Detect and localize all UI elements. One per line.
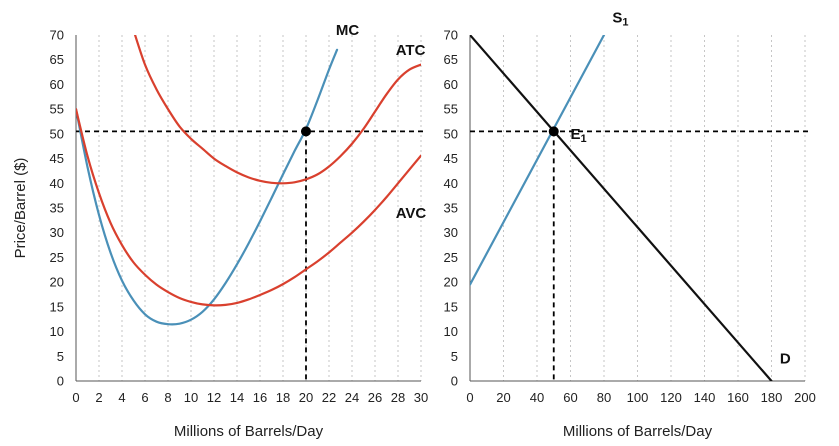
- label-d: D: [780, 351, 791, 368]
- series-s1-line: [470, 35, 606, 286]
- equilibrium-point: [548, 126, 559, 137]
- x-tick-label: 140: [694, 390, 716, 405]
- y-tick-label: 15: [50, 299, 64, 314]
- y-tick-label: 55: [50, 102, 64, 117]
- x-tick-label: 0: [72, 390, 79, 405]
- series-mc-line: [76, 48, 339, 326]
- y-tick-label: 50: [50, 126, 64, 141]
- label-point-e1: E1: [571, 126, 587, 145]
- y-tick-label: 60: [50, 77, 64, 92]
- y-tick-label: 60: [444, 77, 458, 92]
- y-tick-label: 70: [444, 28, 458, 43]
- x-axis-title: Millions of Barrels/Day: [174, 423, 324, 440]
- y-tick-label: 40: [50, 176, 64, 191]
- y-tick-label: 45: [50, 151, 64, 166]
- y-tick-label: 65: [444, 52, 458, 67]
- y-tick-label: 55: [444, 102, 458, 117]
- y-tick-label: 20: [444, 275, 458, 290]
- x-tick-label: 120: [660, 390, 682, 405]
- x-tick-label: 12: [207, 390, 221, 405]
- x-tick-label: 6: [141, 390, 148, 405]
- x-tick-label: 4: [118, 390, 125, 405]
- series-d-line: [470, 35, 773, 381]
- y-tick-label: 15: [444, 299, 458, 314]
- y-tick-label: 20: [50, 275, 64, 290]
- x-tick-label: 28: [391, 390, 405, 405]
- y-tick-label: 30: [50, 225, 64, 240]
- x-tick-label: 8: [164, 390, 171, 405]
- right-chart-market: 0 5 10 15 20 25 30 35 40 45 50 55 60 65 70 0 20 40 60 80 100…: [444, 10, 816, 440]
- x-tick-label: 30: [414, 390, 428, 405]
- label-avc: AVC: [396, 205, 427, 222]
- label-s1: S1: [612, 10, 628, 29]
- x-tick-label: 24: [345, 390, 359, 405]
- y-tick-label: 70: [50, 28, 64, 43]
- y-tick-label: 35: [50, 201, 64, 216]
- x-tick-label: 180: [761, 390, 783, 405]
- x-tick-label: 20: [299, 390, 313, 405]
- y-tick-label: 50: [444, 126, 458, 141]
- x-axis-title: Millions of Barrels/Day: [563, 423, 713, 440]
- x-tick-label: 22: [322, 390, 336, 405]
- y-tick-label: 0: [451, 374, 458, 389]
- label-mc: MC: [336, 22, 359, 39]
- y-axis-title: Price/Barrel ($): [12, 158, 29, 259]
- y-tick-label: 25: [444, 250, 458, 265]
- y-tick-label: 35: [444, 201, 458, 216]
- x-tick-label: 18: [276, 390, 290, 405]
- x-tick-label: 20: [496, 390, 510, 405]
- y-tick-label: 10: [444, 324, 458, 339]
- x-tick-label: 16: [253, 390, 267, 405]
- y-tick-label: 30: [444, 225, 458, 240]
- series-atc-line: [133, 35, 421, 185]
- series-avc-line: [76, 108, 421, 307]
- y-tick-label: 40: [444, 176, 458, 191]
- x-tick-label: 200: [794, 390, 816, 405]
- x-tick-label: 160: [727, 390, 749, 405]
- x-tick-label: 0: [466, 390, 473, 405]
- x-tick-label: 26: [368, 390, 382, 405]
- label-atc: ATC: [396, 42, 426, 59]
- y-tick-label: 45: [444, 151, 458, 166]
- y-tick-label: 10: [50, 324, 64, 339]
- x-tick-label: 10: [184, 390, 198, 405]
- equilibrium-point: [301, 126, 311, 137]
- y-tick-label: 5: [57, 349, 64, 364]
- x-tick-label: 80: [597, 390, 611, 405]
- y-tick-label: 25: [50, 250, 64, 265]
- x-tick-label: 100: [627, 390, 649, 405]
- x-tick-label: 60: [563, 390, 577, 405]
- y-tick-label: 65: [50, 52, 64, 67]
- y-tick-label: 5: [451, 349, 458, 364]
- x-tick-label: 40: [530, 390, 544, 405]
- x-tick-label: 2: [95, 390, 102, 405]
- y-tick-label: 0: [57, 374, 64, 389]
- x-tick-label: 14: [230, 390, 244, 405]
